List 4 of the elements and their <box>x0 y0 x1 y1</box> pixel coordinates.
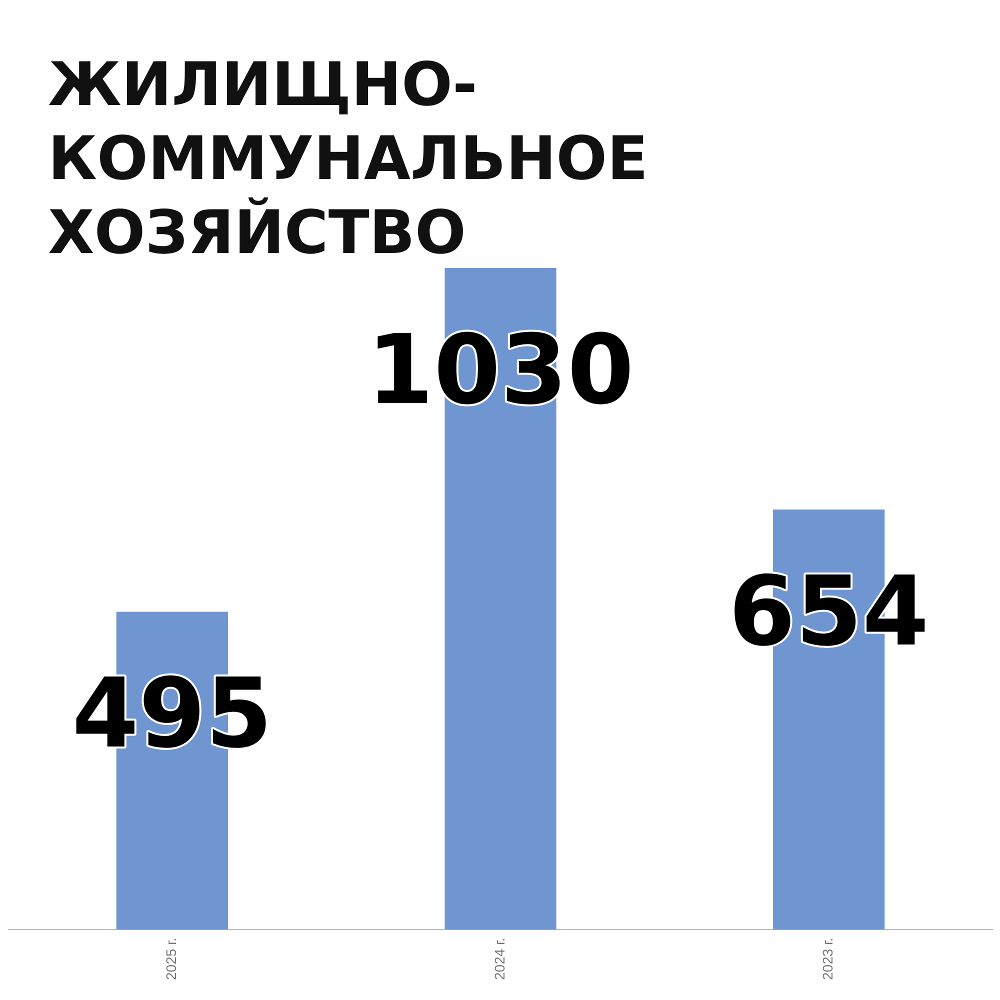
x-tick-label: 2023 г. <box>820 938 836 980</box>
x-tick-label: 2025 г. <box>163 938 180 980</box>
chart-title: ЖИЛИЩНО-КОММУНАЛЬНОЕ ХОЗЯЙСТВО <box>48 49 650 270</box>
x-tick-label: 2024 г. <box>491 938 508 980</box>
